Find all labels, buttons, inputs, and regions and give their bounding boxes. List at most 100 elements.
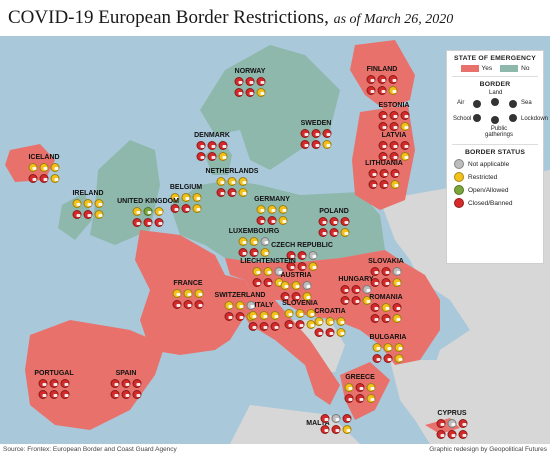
status-group-austria [280, 281, 312, 301]
ship-icon [340, 217, 350, 226]
country-label-united-kingdom: UNITED KINGDOM [117, 198, 179, 205]
country-label-slovenia: SLOVENIA [282, 300, 318, 307]
ship-icon [400, 111, 410, 120]
school-icon [224, 312, 234, 321]
people-icon [227, 188, 237, 197]
ship-icon [306, 309, 316, 318]
ship-icon [50, 163, 60, 172]
car-icon [331, 414, 341, 423]
school-icon [252, 278, 262, 287]
plane-icon [340, 285, 350, 294]
lock-icon [362, 296, 372, 305]
school-icon [28, 174, 38, 183]
ship-icon [458, 419, 468, 428]
status-group-denmark [196, 141, 228, 161]
plane-icon [368, 169, 378, 178]
school-icon [370, 314, 380, 323]
car-icon [263, 267, 273, 276]
plane-icon [252, 267, 262, 276]
title-date: as of March 26, 2020 [333, 12, 454, 27]
ship-icon [238, 177, 248, 186]
plane-icon [248, 311, 258, 320]
ship-icon [392, 267, 402, 276]
ship-icon [246, 301, 256, 310]
people-icon [235, 312, 245, 321]
plane-icon [284, 309, 294, 318]
status-group-sweden [300, 129, 332, 149]
status-open-label: Open/Allowed [468, 186, 509, 194]
car-icon [355, 383, 365, 392]
status-group-estonia [378, 111, 410, 131]
lock-icon [256, 88, 266, 97]
country-label-estonia: ESTONIA [378, 102, 410, 109]
school-icon [284, 320, 294, 329]
people-icon [181, 204, 191, 213]
plane-icon [38, 379, 48, 388]
plane-icon [238, 237, 248, 246]
car-icon [121, 379, 131, 388]
scandinavia-no [200, 45, 340, 170]
country-label-norway: NORWAY [234, 68, 266, 75]
legend-status-row: Restricted [454, 172, 543, 182]
country-label-hungary: HUNGARY [338, 276, 374, 283]
car-icon [325, 317, 335, 326]
emergency-yes-label: Yes [481, 65, 493, 72]
car-icon [381, 267, 391, 276]
source-note: Source: Frontex: European Border and Coa… [3, 446, 177, 453]
car-icon [235, 301, 245, 310]
ship-icon [270, 311, 280, 320]
country-label-france: FRANCE [173, 280, 203, 287]
people-icon [351, 296, 361, 305]
school-icon [378, 152, 388, 161]
people-icon [381, 314, 391, 323]
status-group-italy [248, 311, 280, 331]
page-title: COVID-19 European Border Restrictions, a… [8, 7, 453, 29]
school-icon [38, 390, 48, 399]
plane-icon [314, 317, 324, 326]
school-icon [196, 152, 206, 161]
footer: Source: Frontex: European Border and Coa… [0, 444, 550, 456]
lock-icon [308, 262, 318, 271]
school-icon [378, 122, 388, 131]
car-icon [377, 75, 387, 84]
greece-yes [340, 362, 390, 420]
lock-icon [322, 140, 332, 149]
car-icon [295, 309, 305, 318]
school-icon [172, 300, 182, 309]
school-icon [216, 188, 226, 197]
people-icon [325, 328, 335, 337]
ship-icon [388, 75, 398, 84]
people-icon [383, 354, 393, 363]
people-icon [297, 262, 307, 271]
legend-status-row: Closed/Banned [454, 198, 543, 208]
school-icon [436, 430, 446, 439]
lock-icon [94, 210, 104, 219]
lock-icon [260, 248, 270, 257]
car-icon [389, 141, 399, 150]
school-icon [370, 278, 380, 287]
plane-icon [378, 141, 388, 150]
status-group-slovenia [284, 309, 316, 329]
car-icon [181, 193, 191, 202]
border-type-lockdown: Lockdown [521, 116, 549, 122]
ship-icon [260, 237, 270, 246]
people-icon [121, 390, 131, 399]
plane-icon [378, 111, 388, 120]
car-icon [39, 163, 49, 172]
country-label-germany: GERMANY [254, 196, 290, 203]
car-icon [259, 311, 269, 320]
lock-icon [132, 390, 142, 399]
lock-icon [270, 322, 280, 331]
people-icon [249, 248, 259, 257]
status-group-romania [370, 303, 402, 323]
car-icon [389, 111, 399, 120]
legend: STATE OF EMERGENCY Yes No BORDER Land Ai… [446, 50, 548, 264]
ship-icon [366, 383, 376, 392]
turkey-land [390, 360, 550, 444]
status-open-dot [454, 185, 464, 195]
lock-icon [194, 300, 204, 309]
car-icon [351, 285, 361, 294]
car-icon [383, 343, 393, 352]
status-restricted-dot [454, 172, 464, 182]
emergency-no-swatch [500, 65, 519, 72]
